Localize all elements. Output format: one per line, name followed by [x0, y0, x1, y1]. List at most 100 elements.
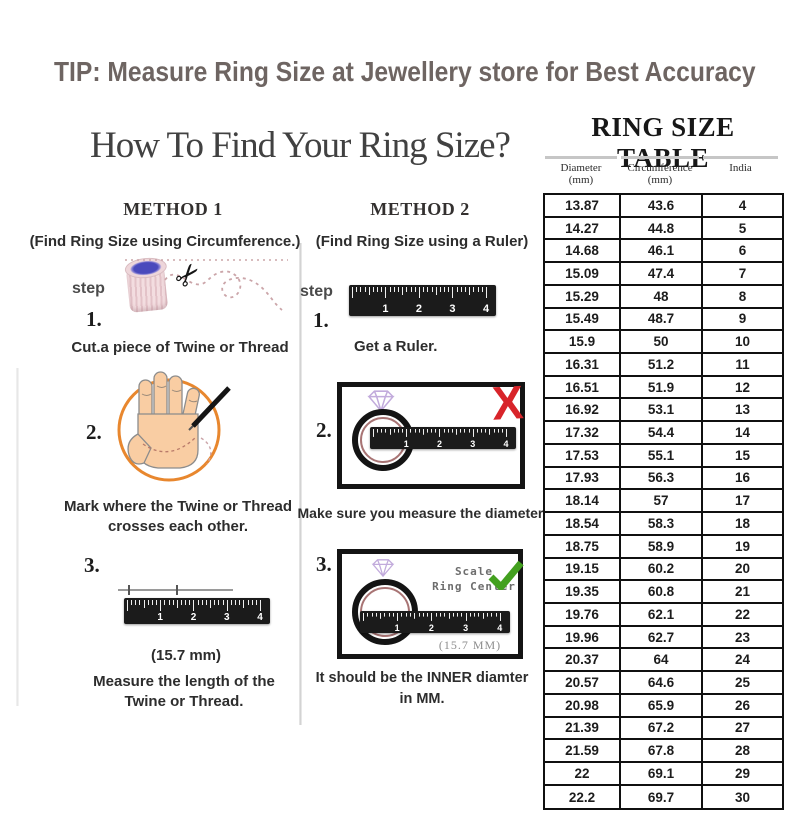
table-cell: 53.1: [621, 399, 703, 423]
table-cell: 56.3: [621, 467, 703, 491]
table-cell: 44.8: [621, 217, 703, 241]
table-cell: 19.96: [545, 626, 621, 650]
method2-step2-caption: Make sure you measure the diameter.: [297, 505, 547, 521]
table-cell: 69.1: [621, 762, 703, 786]
table-cell: 12: [703, 377, 782, 400]
ruler-number: 2: [428, 623, 434, 633]
table-cell: 67.8: [621, 740, 703, 763]
table-cell: 29: [703, 763, 782, 786]
table-cell: 21: [703, 581, 782, 604]
diamond-icon: [367, 390, 395, 413]
table-cell: 15.29: [545, 285, 621, 309]
table-cell: 17: [703, 490, 782, 514]
table-cell: 43.6: [621, 195, 703, 218]
ruler-number: 1: [157, 612, 163, 623]
table-cell: 19.35: [545, 581, 621, 604]
method2-step3-number: 3.: [316, 552, 332, 576]
table-cell: 15.9: [545, 331, 621, 355]
table-cell: 22: [545, 762, 621, 786]
ruler-number: 4: [497, 623, 503, 633]
method2-step1-caption: Get a Ruler.: [354, 338, 438, 355]
table-cell: 10: [703, 331, 782, 355]
table-cell: 23: [703, 627, 782, 650]
table-cell: 27: [703, 718, 782, 741]
table-cell: 20.37: [545, 649, 621, 673]
table-cell: 19: [703, 536, 782, 559]
table-cell: 13.87: [545, 195, 621, 218]
table-column-header: Circumference (mm): [621, 156, 699, 194]
table-cell: 18.75: [545, 535, 621, 559]
table-cell: 11: [703, 354, 782, 377]
table-cell: 54.4: [621, 422, 703, 445]
table-cell: 62.1: [621, 603, 703, 627]
ruler-number: 3: [470, 439, 476, 449]
left-edge-divider: [16, 368, 19, 706]
table-cell: 64.6: [621, 672, 703, 695]
table-cell: 7: [703, 263, 782, 286]
table-cell: 14.27: [545, 217, 621, 241]
table-cell: 6: [703, 240, 782, 264]
table-cell: 18.54: [545, 513, 621, 536]
method1-length-label: (15.7 mm): [150, 647, 222, 664]
ruler-method2-step1: 1 2 3 4: [349, 285, 496, 316]
table-cell: 17.93: [545, 467, 621, 491]
table-cell: 26: [703, 695, 782, 718]
ring-size-table-header: Diameter (mm) Circumference (mm) India: [543, 156, 784, 194]
table-cell: 14: [703, 422, 782, 445]
table-cell: 9: [703, 309, 782, 332]
measured-thread-illustration: [118, 585, 233, 595]
table-cell: 15: [703, 445, 782, 468]
table-cell: 15.09: [545, 263, 621, 286]
table-cell: 22.2: [545, 785, 621, 809]
ruler-number: 4: [257, 612, 263, 623]
method2-subtitle: (Find Ring Size using a Ruler): [315, 233, 529, 250]
diameter-wrong-diagram: 1 2 3 4 X: [337, 375, 525, 489]
method2-step3-caption: It should be the INNER diamter in MM.: [315, 670, 529, 707]
ruler-number: 1: [394, 623, 400, 633]
inner-diameter-label: (15.7 MM): [438, 638, 502, 652]
table-cell: 18.14: [545, 490, 621, 514]
method1-step1-number: 1.: [86, 307, 102, 331]
table-column-header: India: [703, 156, 778, 194]
table-cell: 65.9: [621, 694, 703, 718]
table-cell: 5: [703, 218, 782, 241]
table-cell: 55.1: [621, 444, 703, 468]
table-cell: 21.39: [545, 717, 621, 741]
table-cell: 50: [621, 331, 703, 355]
method1-step2-number: 2.: [86, 420, 102, 444]
green-check-icon: [488, 560, 524, 590]
ruler-number: 2: [415, 303, 423, 315]
table-cell: 17.53: [545, 444, 621, 468]
method1-step3-caption: Measure the length of the Twine or Threa…: [93, 673, 275, 710]
table-cell: 15.49: [545, 308, 621, 332]
tip-banner: TIP: Measure Ring Size at Jewellery stor…: [54, 56, 756, 87]
ruler-method1: 1 2 3 4: [124, 598, 270, 624]
ruler-number: 2: [436, 439, 442, 449]
table-cell: 30: [734, 789, 751, 805]
table-cell: 16.92: [545, 399, 621, 423]
table-cell: 17.32: [545, 422, 621, 445]
diamond-icon: [371, 559, 395, 578]
table-cell: 19.76: [545, 603, 621, 627]
method1-step2-caption: Mark where the Twine or Thread crosses e…: [63, 498, 293, 535]
table-column-header: Diameter (mm): [545, 156, 617, 194]
table-cell: 51.9: [621, 376, 703, 400]
table-cell: 8: [703, 286, 782, 309]
table-cell: 64: [621, 649, 703, 673]
method2-step1-number: 1.: [313, 308, 329, 332]
table-cell: 69.7: [621, 785, 703, 809]
table-cell: 46.1: [621, 240, 703, 264]
column-divider: [299, 243, 302, 725]
table-cell: 25: [703, 672, 782, 695]
method1-step1-caption: Cut.a piece of Twine or Thread: [71, 339, 289, 356]
table-cell: 18: [703, 513, 782, 536]
ruler-number: 3: [463, 623, 469, 633]
table-cell: 21.59: [545, 740, 621, 763]
table-cell: 67.2: [621, 717, 703, 741]
table-cell: 28: [703, 740, 782, 763]
table-cell: 22: [703, 604, 782, 627]
ruler-number: 3: [224, 612, 230, 623]
method2-title: METHOD 2: [370, 199, 470, 219]
